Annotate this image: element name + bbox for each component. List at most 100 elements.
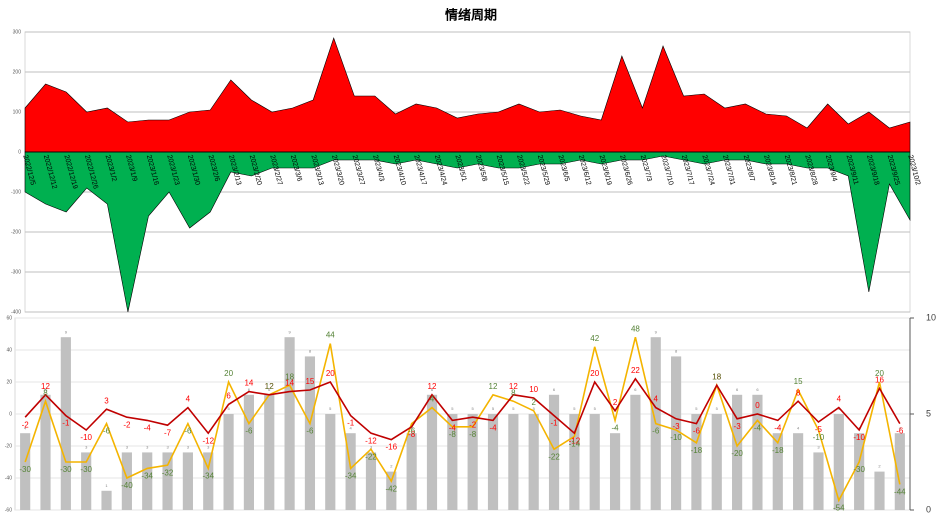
bar [162, 452, 173, 510]
data-label: -5 [815, 425, 823, 434]
bar-label: 3 [146, 444, 149, 449]
data-label: -2 [22, 420, 30, 429]
data-label: -8 [469, 430, 477, 439]
bar-label: 3 [187, 444, 190, 449]
bar [325, 414, 336, 510]
data-label: -18 [691, 446, 703, 455]
bar [447, 414, 458, 510]
data-label: -3 [673, 422, 681, 431]
data-label: -4 [449, 424, 457, 433]
y-tick-label: 200 [13, 69, 22, 75]
bar [467, 414, 478, 510]
bar-label: 9 [288, 329, 291, 334]
bar [264, 394, 275, 510]
data-label: -1 [550, 419, 558, 428]
data-label: -4 [754, 424, 762, 433]
data-label: 2 [531, 398, 536, 407]
bar-label: 3 [166, 444, 169, 449]
data-label: 12 [489, 382, 498, 391]
bar-label: 3 [817, 444, 820, 449]
data-label: 8 [796, 388, 801, 397]
data-label: -1 [347, 419, 355, 428]
data-label: -4 [489, 424, 497, 433]
data-label: -22 [548, 452, 560, 461]
bar-label: 8 [309, 348, 312, 353]
data-label: 15 [305, 377, 314, 386]
data-label: -54 [833, 504, 845, 513]
bar [508, 414, 519, 510]
bar [691, 414, 702, 510]
y2-tick-label: 0 [926, 504, 931, 514]
data-label: -32 [162, 468, 174, 477]
bar-label: 6 [248, 387, 251, 392]
data-label: -34 [202, 472, 214, 481]
bar-label: 6 [736, 387, 739, 392]
bar [284, 337, 295, 510]
bar-label: 6 [634, 387, 637, 392]
bar-label: 5 [329, 406, 332, 411]
data-label: -12 [569, 436, 581, 445]
y-tick-label: 60 [6, 315, 12, 321]
chart-title: 情绪周期 [445, 7, 497, 22]
data-label: 12 [509, 382, 518, 391]
bar-label: 6 [756, 387, 759, 392]
data-label: -4 [611, 424, 619, 433]
data-label: -6 [693, 427, 701, 436]
data-label: 8 [43, 388, 48, 397]
data-label: -2 [123, 420, 131, 429]
data-label: 44 [326, 331, 335, 340]
bar [182, 452, 193, 510]
bar [223, 414, 234, 510]
data-label: 15 [794, 377, 803, 386]
data-label: -8 [449, 430, 457, 439]
bar [752, 394, 763, 510]
data-label: -14 [569, 440, 581, 449]
data-label: 16 [875, 376, 884, 385]
bar-label: 4 [350, 425, 353, 430]
y2-tick-label: 10 [926, 312, 936, 322]
bar [345, 433, 356, 510]
y-tick-label: -400 [11, 309, 21, 315]
data-label: -2 [469, 420, 477, 429]
data-label: 4 [430, 395, 435, 404]
bar-label: 5 [451, 406, 454, 411]
bar [569, 414, 580, 510]
data-label: -30 [60, 465, 72, 474]
data-label: 3 [104, 396, 109, 405]
bar-label: 2 [878, 464, 881, 469]
data-label: -6 [184, 427, 192, 436]
bar-label: 9 [65, 329, 68, 334]
data-label: -4 [774, 424, 782, 433]
bar [854, 433, 865, 510]
bar [670, 356, 682, 510]
bar-label: 4 [777, 425, 780, 430]
bar [121, 452, 132, 510]
data-label: -16 [386, 443, 398, 452]
data-label: -3 [734, 422, 742, 431]
y-tick-label: 100 [13, 109, 22, 115]
data-label: -10 [853, 433, 865, 442]
data-label: 6 [226, 392, 231, 401]
bar [20, 433, 31, 510]
bar-label: 6 [431, 387, 434, 392]
data-label: 18 [712, 372, 721, 381]
bar [833, 414, 844, 510]
data-label: 20 [875, 369, 884, 378]
data-label: 18 [712, 372, 721, 381]
bar [60, 337, 71, 510]
bar-label: 5 [227, 406, 230, 411]
data-label: 2 [613, 398, 618, 407]
line [24, 337, 901, 503]
bar [813, 452, 824, 510]
bar [589, 414, 600, 510]
bar [304, 356, 316, 510]
bar-label: 6 [268, 387, 271, 392]
bar-label: 4 [899, 425, 902, 430]
data-label: -34 [141, 472, 153, 481]
bar-label: 3 [85, 444, 88, 449]
y-tick-label: -300 [11, 269, 21, 275]
bar [874, 471, 885, 510]
bar-label: 5 [512, 406, 515, 411]
data-label: 4 [186, 395, 191, 404]
bar [406, 433, 417, 510]
